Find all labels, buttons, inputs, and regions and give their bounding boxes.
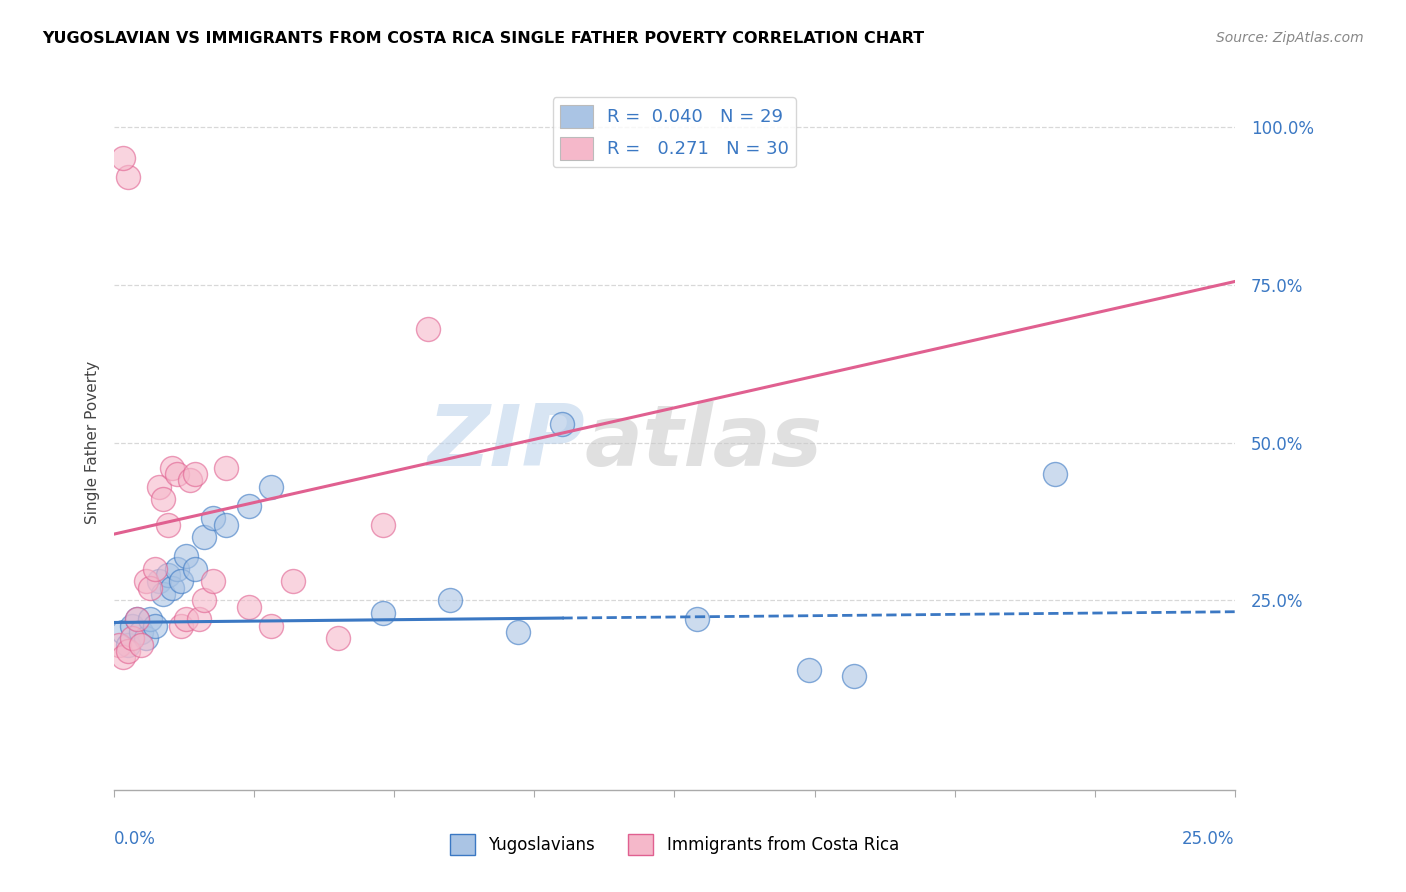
Point [166,467,188,481]
Point [121,632,143,646]
Point [215,460,238,475]
Point [184,562,207,576]
Point [112,152,135,166]
Point [686,612,709,626]
Point [156,517,179,532]
Point [184,467,207,481]
Text: atlas: atlas [585,401,823,484]
Point [148,574,170,589]
Point [1045,467,1067,481]
Point [170,618,193,632]
Point [135,632,157,646]
Point [238,499,260,513]
Point [416,322,439,336]
Point [188,612,211,626]
Point [156,568,179,582]
Point [107,638,129,652]
Point [117,644,139,658]
Point [139,612,162,626]
Point [506,624,529,639]
Point [125,612,148,626]
Point [117,170,139,185]
Point [162,460,184,475]
Point [193,530,215,544]
Text: YUGOSLAVIAN VS IMMIGRANTS FROM COSTA RICA SINGLE FATHER POVERTY CORRELATION CHAR: YUGOSLAVIAN VS IMMIGRANTS FROM COSTA RIC… [42,31,924,46]
Point [193,593,215,607]
Point [174,549,197,564]
Point [174,612,197,626]
Point [439,593,461,607]
Point [121,618,143,632]
Point [139,581,162,595]
Point [238,599,260,614]
Point [117,638,139,652]
Point [166,562,188,576]
Point [125,612,148,626]
Y-axis label: Single Father Poverty: Single Father Poverty [86,361,100,524]
Point [143,562,166,576]
Point [112,650,135,665]
Point [143,618,166,632]
Point [148,480,170,494]
Text: Source: ZipAtlas.com: Source: ZipAtlas.com [1216,31,1364,45]
Point [179,474,201,488]
Point [170,574,193,589]
Point [328,632,350,646]
Point [260,618,283,632]
Point [371,517,394,532]
Point [797,663,820,677]
Point [283,574,305,589]
Point [152,492,174,507]
Point [135,574,157,589]
Point [842,669,865,683]
Point [201,511,224,525]
Legend: R =  0.040   N = 29, R =   0.271   N = 30: R = 0.040 N = 29, R = 0.271 N = 30 [553,97,796,167]
Point [260,480,283,494]
Text: 0.0%: 0.0% [114,830,156,848]
Point [371,606,394,620]
Point [129,624,152,639]
Point [201,574,224,589]
Text: 25.0%: 25.0% [1182,830,1234,848]
Point [112,624,135,639]
Text: ZIP: ZIP [427,401,585,484]
Point [152,587,174,601]
Point [162,581,184,595]
Point [551,417,574,431]
Point [129,638,152,652]
Point [215,517,238,532]
